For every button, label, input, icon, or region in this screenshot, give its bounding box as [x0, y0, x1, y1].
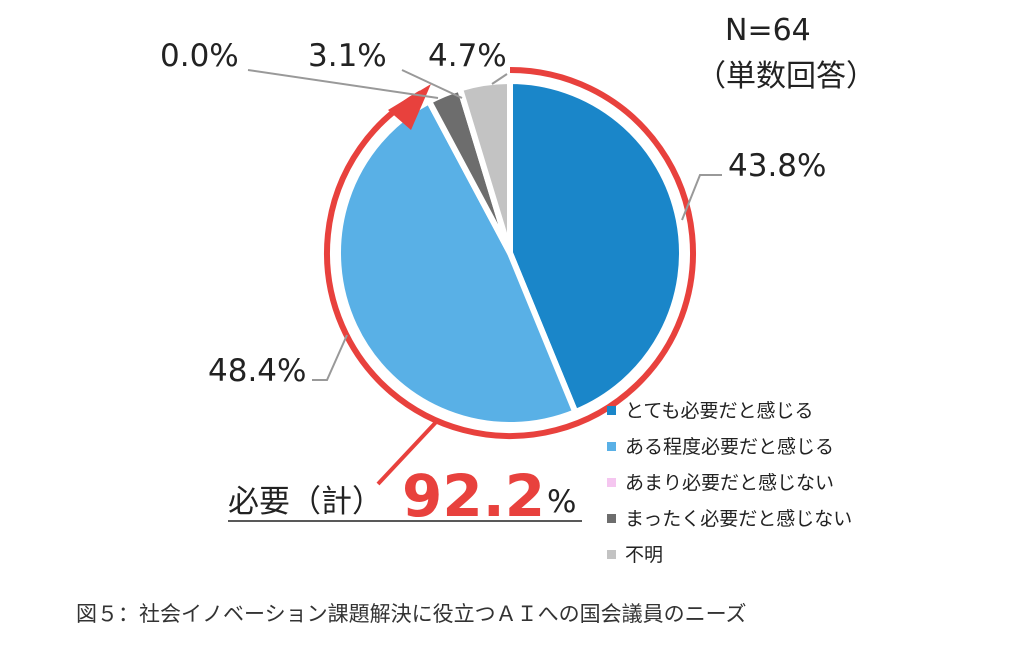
legend-swatch-not-very-necessary [607, 478, 616, 487]
pie-slices [335, 78, 685, 428]
slice-label-not-very-necessary: 0.0% [160, 38, 239, 74]
legend-label-not-necessary: まったく必要だと感じない [625, 508, 852, 530]
slice-label-not-necessary: 3.1% [308, 38, 387, 74]
total-necessary-value: 92.2 [402, 462, 545, 530]
figure-caption: 図５：社会イノベーション課題解決に役立つＡＩへの国会議員のニーズ [76, 602, 747, 626]
slice-label-unknown: 4.7% [428, 38, 507, 74]
legend-label-not-very-necessary: あまり必要だと感じない [625, 472, 834, 494]
legend: とても必要だと感じるある程度必要だと感じるあまり必要だと感じないまったく必要だと… [607, 400, 852, 566]
legend-label-very-necessary: とても必要だと感じる [625, 400, 813, 422]
slice-label-very-necessary: 43.8% [728, 148, 826, 184]
leader-lines [247, 69, 722, 381]
necessary-highlight-arc [324, 67, 696, 439]
legend-label-somewhat-necessary: ある程度必要だと感じる [625, 436, 834, 458]
legend-swatch-somewhat-necessary [607, 442, 616, 451]
highlight-pointer-line [376, 418, 440, 486]
legend-swatch-very-necessary [607, 406, 616, 415]
legend-swatch-unknown [607, 550, 616, 559]
pie-slice-unknown [456, 78, 513, 256]
slice-label-somewhat-necessary: 48.4% [208, 353, 306, 389]
legend-label-unknown: 不明 [625, 544, 663, 566]
legend-swatch-not-necessary [607, 514, 616, 523]
total-necessary-label: 必要（計） [228, 484, 383, 520]
answer-type-label: （単数回答） [696, 59, 876, 94]
pie-slice-very-necessary [507, 78, 685, 416]
sample-size-label: N=64 [725, 13, 811, 48]
total-necessary-unit: % [547, 484, 576, 520]
pie-slice-somewhat-necessary [335, 98, 579, 428]
